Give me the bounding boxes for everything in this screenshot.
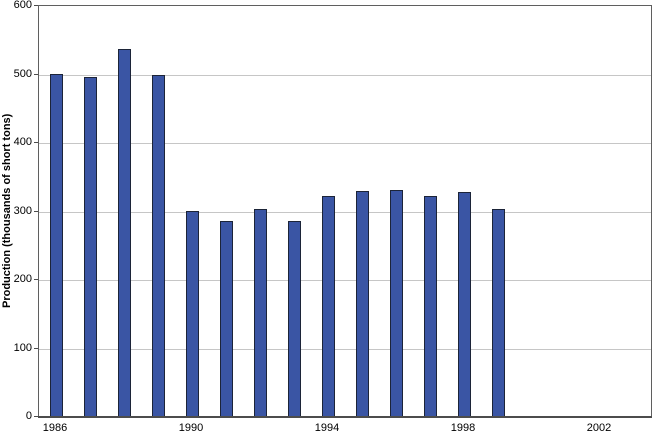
x-tick-label-1998: 1998 [450,422,476,434]
y-tick-label-0: 0 [25,410,32,422]
x-axis-line [38,416,652,418]
bar-1999 [491,209,505,417]
y-tick-label-200: 200 [13,273,32,285]
gridline-100 [39,349,651,350]
bar-1997 [423,196,437,417]
y-tick-label-300: 300 [13,205,32,217]
bar-1986 [49,74,63,417]
gridline-400 [39,143,651,144]
bar-1998 [457,192,471,417]
y-tick-mark-600 [34,5,38,6]
y-tick-mark-100 [34,348,38,349]
y-tick-mark-400 [34,142,38,143]
y-tick-mark-300 [34,211,38,212]
bar-1988 [117,49,131,417]
y-tick-mark-200 [34,279,38,280]
x-tick-label-2002: 2002 [586,422,612,434]
bar-1990 [185,211,199,417]
bar-1994 [321,196,335,417]
gridline-200 [39,280,651,281]
y-tick-label-500: 500 [13,68,32,80]
bar-1996 [389,190,403,417]
x-tick-label-1990: 1990 [178,422,204,434]
y-tick-label-600: 600 [13,0,32,11]
bar-1995 [355,191,369,417]
y-tick-label-400: 400 [13,136,32,148]
gridline-300 [39,212,651,213]
bar-1991 [219,221,233,417]
y-tick-mark-0 [34,416,38,417]
x-tick-label-1994: 1994 [314,422,340,434]
y-tick-label-100: 100 [13,342,32,354]
gridline-500 [39,75,651,76]
plot-area [38,5,652,418]
bar-1992 [253,209,267,417]
bar-1987 [83,77,97,417]
bar-1993 [287,221,301,417]
y-tick-mark-500 [34,74,38,75]
bar-1989 [151,75,165,417]
x-tick-label-1986: 1986 [42,422,68,434]
